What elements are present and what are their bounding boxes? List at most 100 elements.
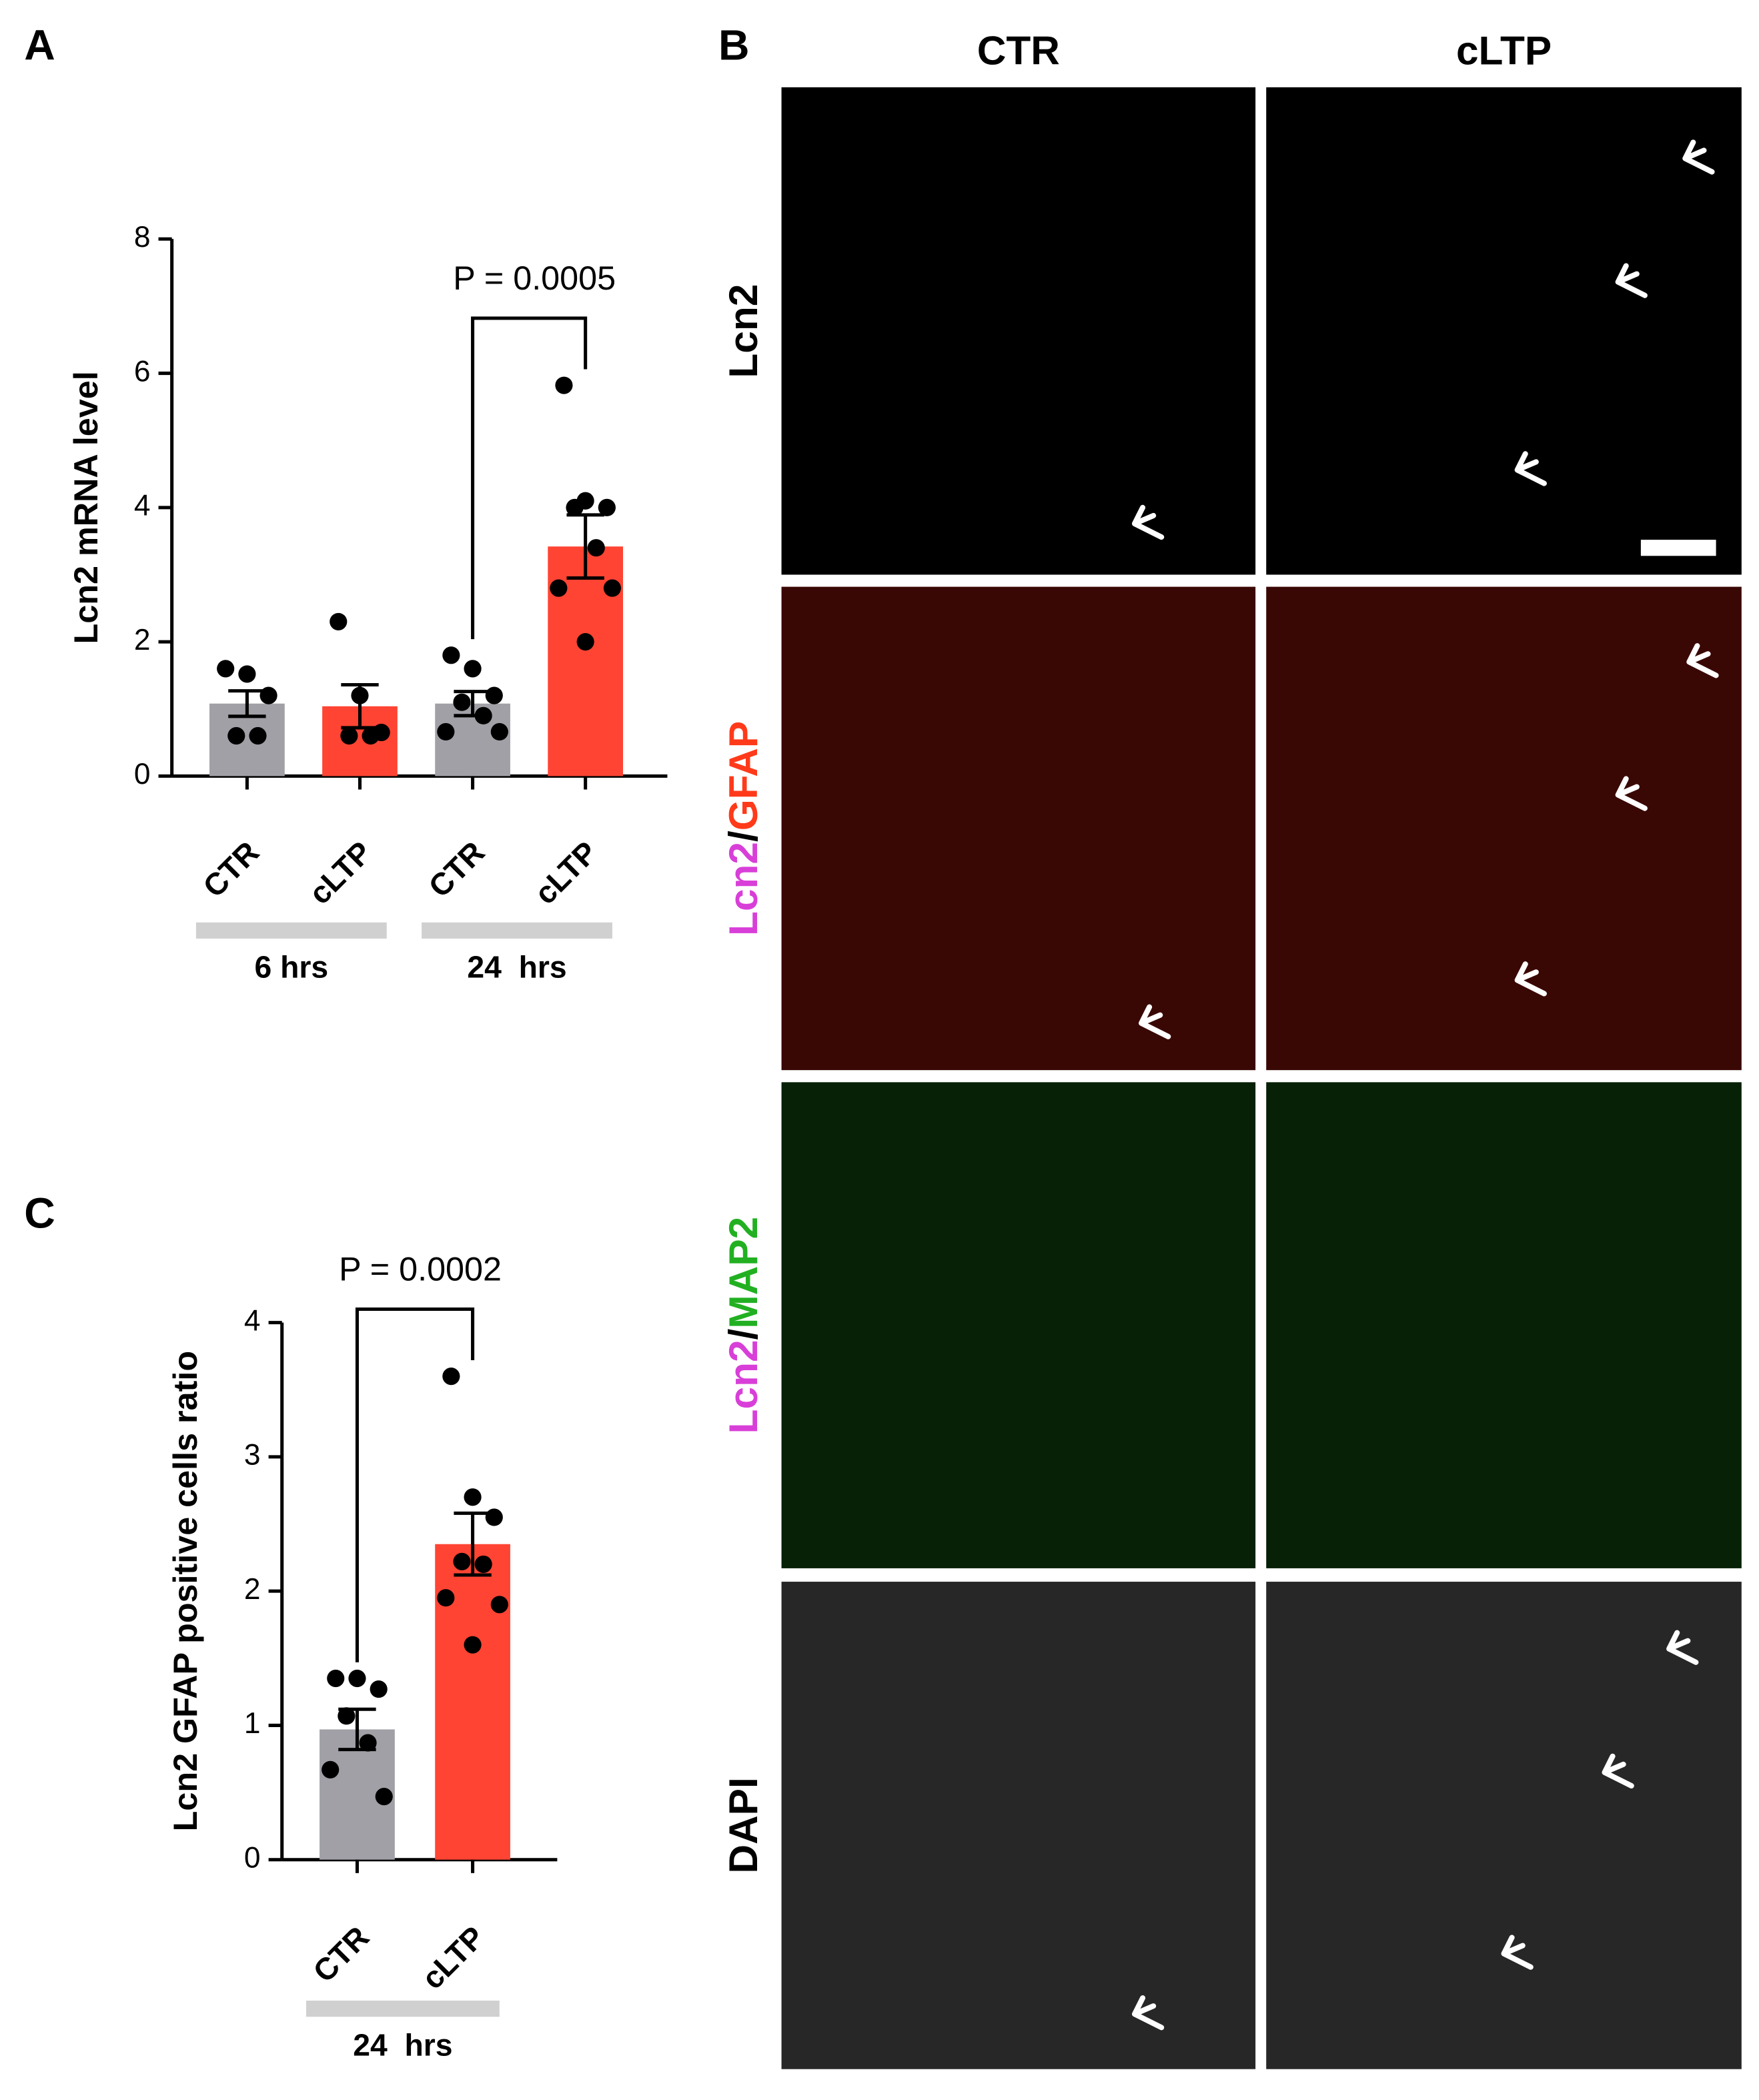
data-point: [490, 722, 508, 741]
data-point: [330, 612, 348, 631]
column-header: cLTP: [1456, 27, 1552, 73]
p-value: P = 0.0002: [339, 1249, 502, 1287]
p-value: P = 0.0005: [453, 259, 616, 297]
data-point: [259, 686, 277, 704]
group-label: 24 hrs: [467, 949, 566, 984]
arrow: [1139, 1004, 1171, 1039]
y-tick-label: 1: [244, 1707, 261, 1740]
panel-label: C: [24, 1189, 55, 1237]
data-point: [598, 498, 616, 516]
arrow: [1666, 1630, 1699, 1665]
data-point: [550, 579, 568, 597]
data-point: [587, 539, 605, 557]
micrograph: [1266, 586, 1742, 1071]
row-label-part: /: [720, 831, 766, 842]
y-tick-label: 0: [244, 1841, 261, 1874]
arrow: [1682, 139, 1715, 175]
micrograph: [781, 1082, 1256, 1568]
row-label-part: /: [720, 1328, 766, 1340]
data-point: [348, 1669, 366, 1688]
y-tick-label: 4: [244, 1304, 261, 1337]
data-point: [464, 660, 482, 678]
y-tick-label: 8: [134, 221, 151, 253]
data-point: [227, 726, 245, 745]
data-point: [442, 646, 460, 664]
micrograph: [1266, 1582, 1742, 2069]
data-point: [474, 1555, 492, 1573]
micrograph: [781, 87, 1256, 575]
arrow: [1131, 1995, 1165, 2031]
data-point: [485, 1508, 503, 1526]
data-point: [464, 1488, 482, 1506]
data-point: [490, 1596, 508, 1614]
data-point: [437, 1589, 455, 1607]
micrograph: [781, 1582, 1256, 2069]
data-point: [359, 1734, 377, 1752]
data-point: [566, 498, 584, 516]
scale-bar: [1640, 540, 1716, 556]
micrograph: [1266, 87, 1742, 575]
data-point: [453, 693, 471, 711]
y-axis-label: Lcn2 mRNA level: [67, 371, 105, 644]
data-point: [603, 579, 622, 597]
y-tick-label: 4: [134, 490, 151, 522]
x-tick-label: cLTP: [415, 1919, 491, 1995]
data-point: [437, 722, 455, 741]
y-tick-label: 2: [244, 1573, 261, 1606]
arrow: [1615, 776, 1648, 811]
panel-label: A: [24, 21, 55, 69]
row-label-part: Lcn2: [720, 842, 766, 936]
x-tick-label: cLTP: [528, 835, 604, 911]
data-point: [327, 1669, 345, 1688]
data-point: [362, 726, 380, 745]
x-tick-label: CTR: [306, 1919, 376, 1989]
data-point: [555, 376, 573, 394]
x-tick-label: CTR: [196, 835, 265, 904]
row-label: Lcn2/GFAP: [720, 721, 766, 936]
group-label: 24 hrs: [353, 2028, 452, 2063]
arrow: [1131, 504, 1165, 540]
column-header: CTR: [977, 27, 1060, 73]
data-point: [217, 660, 235, 678]
micrograph: [781, 586, 1256, 1071]
data-point: [340, 726, 358, 745]
y-axis-label: Lcn2 GFAP positive cells ratio: [166, 1351, 204, 1831]
y-tick-label: 0: [134, 758, 151, 791]
row-label: Lcn2/MAP2: [720, 1217, 766, 1434]
row-label-part: Lcn2: [720, 284, 766, 378]
data-point: [453, 1552, 471, 1570]
row-label-part: DAPI: [720, 1777, 766, 1873]
arrow: [1514, 451, 1547, 486]
y-tick-label: 2: [134, 624, 151, 656]
arrow: [1514, 961, 1547, 997]
row-label: DAPI: [720, 1777, 766, 1873]
arrow: [1501, 1935, 1534, 1970]
data-point: [474, 706, 492, 724]
y-tick-label: 6: [134, 355, 151, 388]
significance-bracket: [355, 1307, 475, 1662]
row-label: Lcn2: [720, 284, 766, 378]
group-label: 6 hrs: [255, 949, 329, 984]
significance-bracket: [471, 316, 588, 640]
row-label-part: GFAP: [720, 721, 766, 831]
micrograph: [1266, 1082, 1742, 1568]
arrow: [1686, 643, 1719, 678]
data-point: [351, 686, 369, 704]
data-point: [485, 686, 503, 704]
data-point: [576, 633, 594, 651]
data-point: [464, 1636, 482, 1654]
x-tick-label: cLTP: [302, 835, 378, 911]
arrow: [1615, 263, 1648, 298]
x-tick-label: CTR: [422, 835, 491, 904]
data-point: [442, 1368, 460, 1386]
data-point: [338, 1707, 356, 1725]
y-tick-label: 3: [244, 1439, 261, 1472]
arrow: [1602, 1753, 1634, 1789]
data-point: [249, 726, 267, 745]
row-label-part: Lcn2: [720, 1340, 766, 1434]
data-point: [238, 665, 256, 683]
panel-label: B: [718, 21, 750, 69]
